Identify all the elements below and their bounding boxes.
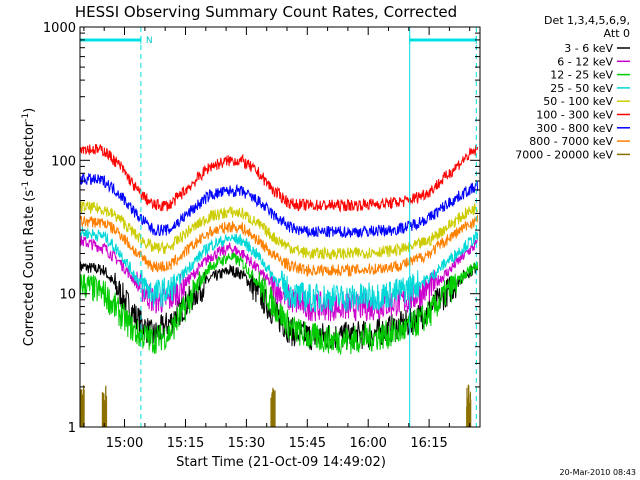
legend-label-50to100kev: 50 - 100 keV xyxy=(543,95,613,108)
generation-date: 20-Mar-2010 08:43 xyxy=(560,468,637,477)
legend-label-800to7000kev: 800 - 7000 keV xyxy=(529,135,613,148)
y-axis-label-exponent-1: -1 xyxy=(21,181,31,190)
x-tick-label: 16:15 xyxy=(410,436,447,451)
plot-frame xyxy=(79,26,481,428)
night-flag-label: N xyxy=(146,36,153,46)
x-tick-label: 15:00 xyxy=(106,436,143,451)
legend-attenuator-line: Att 0 xyxy=(604,27,630,40)
legend-label-7000to20000kev: 7000 - 20000 keV xyxy=(515,148,613,161)
x-tick-label: 15:15 xyxy=(167,436,204,451)
legend-detector-line: Det 1,3,4,5,6,9, xyxy=(544,14,630,27)
series-line-800to7000kev xyxy=(79,214,479,277)
legend-label-12to25kev: 12 - 25 keV xyxy=(550,69,613,82)
x-axis: 15:00 15:15 15:30 15:45 16:00 16:15 xyxy=(83,27,471,451)
x-tick-label: 15:45 xyxy=(289,436,326,451)
series-layer xyxy=(79,144,479,427)
y-axis-label-exponent-2: -1 xyxy=(21,113,31,122)
series-line-12to25kev xyxy=(79,252,479,355)
y-tick-label: 10 xyxy=(59,288,76,303)
y-axis-label-part-3: ) xyxy=(22,108,37,113)
series-line-7000to20000kev xyxy=(79,384,472,427)
x-tick-label: 16:00 xyxy=(349,436,386,451)
series-line-100to300kev xyxy=(79,144,479,213)
chart-title: HESSI Observing Summary Count Rates, Cor… xyxy=(75,3,457,21)
series-line-25to50kev xyxy=(79,226,479,313)
y-axis-label: Corrected Count Rate (s-1 detector-1) xyxy=(21,108,37,346)
legend-label-3to6kev: 3 - 6 keV xyxy=(564,42,613,55)
x-axis-label: Start Time (21-Oct-09 14:49:02) xyxy=(176,455,386,470)
y-tick-label: 1000 xyxy=(43,21,76,36)
legend-label-300to800kev: 300 - 800 keV xyxy=(536,122,613,135)
series-line-50to100kev xyxy=(79,200,479,261)
y-tick-label: 1 xyxy=(68,421,76,436)
series-line-300to800kev xyxy=(79,172,479,239)
y-tick-label: 100 xyxy=(51,154,76,169)
legend-label-100to300kev: 100 - 300 keV xyxy=(536,109,613,122)
y-axis-label-part-1: Corrected Count Rate (s xyxy=(22,190,37,347)
legend-label-6to12kev: 6 - 12 keV xyxy=(557,55,613,68)
x-tick-label: 15:30 xyxy=(228,436,265,451)
legend-label-25to50kev: 25 - 50 keV xyxy=(550,82,613,95)
y-axis-label-part-2: detector xyxy=(22,121,37,181)
y-axis: 1 10 100 1000 xyxy=(43,21,480,436)
